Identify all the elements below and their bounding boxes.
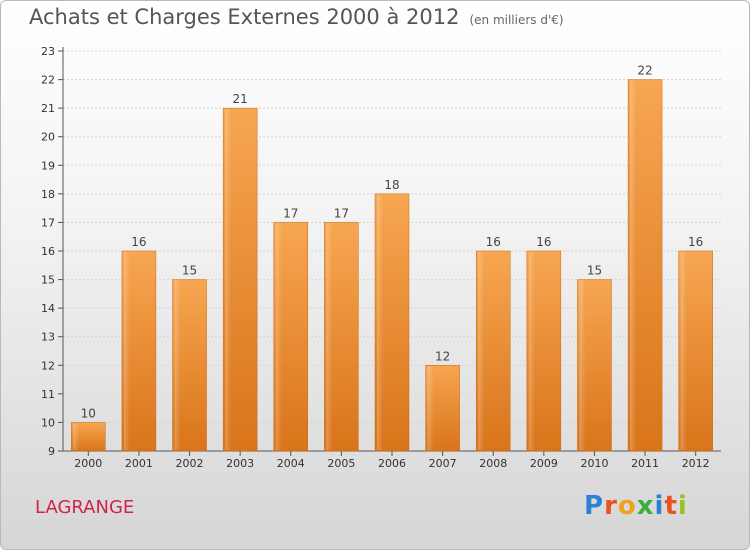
bar-value-label: 17 xyxy=(334,206,349,220)
bar-value-label: 16 xyxy=(688,235,703,249)
x-tick-label: 2005 xyxy=(327,457,355,470)
logo-letter: t xyxy=(664,491,678,521)
bar-highlight xyxy=(427,366,434,450)
x-tick-label: 2002 xyxy=(176,457,204,470)
bar-value-label: 12 xyxy=(435,349,450,363)
bar-value-label: 16 xyxy=(486,235,501,249)
bar-highlight xyxy=(579,280,586,450)
y-tick-label: 18 xyxy=(41,188,55,201)
chart-title: Achats et Charges Externes 2000 à 2012 (e… xyxy=(29,5,564,29)
bar-highlight xyxy=(528,252,535,450)
logo-letter: i xyxy=(654,491,665,521)
y-tick-label: 14 xyxy=(41,302,55,315)
y-tick-label: 15 xyxy=(41,274,55,287)
proxiti-logo: Proxiti xyxy=(584,491,688,521)
x-tick-label: 2006 xyxy=(378,457,406,470)
bar-highlight xyxy=(174,280,181,450)
logo-letter: i xyxy=(677,491,688,521)
y-tick-label: 22 xyxy=(41,74,55,87)
bar-value-label: 16 xyxy=(131,235,146,249)
y-tick-label: 12 xyxy=(41,359,55,372)
bar-highlight xyxy=(478,252,485,450)
chart-subtitle: (en milliers d'€) xyxy=(469,13,564,27)
x-tick-label: 2000 xyxy=(74,457,102,470)
logo-letter: r xyxy=(604,491,618,521)
y-tick-label: 10 xyxy=(41,416,55,429)
bar-value-label: 15 xyxy=(182,264,197,278)
x-tick-label: 2011 xyxy=(631,457,659,470)
bar-highlight xyxy=(680,252,687,450)
x-tick-label: 2003 xyxy=(226,457,254,470)
y-tick-label: 17 xyxy=(41,216,55,229)
y-tick-label: 20 xyxy=(41,131,55,144)
y-tick-label: 16 xyxy=(41,245,55,258)
x-tick-label: 2008 xyxy=(479,457,507,470)
y-tick-label: 9 xyxy=(48,445,55,458)
bar-value-label: 16 xyxy=(536,235,551,249)
bar-value-label: 17 xyxy=(283,206,298,220)
y-tick-label: 11 xyxy=(41,388,55,401)
x-tick-label: 2001 xyxy=(125,457,153,470)
x-tick-label: 2010 xyxy=(580,457,608,470)
y-tick-label: 21 xyxy=(41,102,55,115)
logo-letter: x xyxy=(636,491,655,521)
x-tick-label: 2007 xyxy=(429,457,457,470)
bar-value-label: 21 xyxy=(233,92,248,106)
bar-highlight xyxy=(275,223,282,450)
labels: 9 10 11 12 13 14 15 16 17 18 19 20 21 22 23 10 2000 16 200… xyxy=(41,45,710,470)
bar-value-label: 10 xyxy=(81,406,96,420)
bar-highlight xyxy=(630,80,637,451)
y-tick-label: 19 xyxy=(41,159,55,172)
y-tick-label: 23 xyxy=(41,45,55,58)
y-tick-label: 13 xyxy=(41,331,55,344)
bar-value-label: 15 xyxy=(587,264,602,278)
bars xyxy=(71,79,713,452)
logo-letter: P xyxy=(584,491,605,521)
city-name: LAGRANGE xyxy=(35,497,135,518)
x-tick-label: 2004 xyxy=(277,457,305,470)
x-tick-label: 2012 xyxy=(682,457,710,470)
bar-highlight xyxy=(377,194,383,450)
bar-value-label: 22 xyxy=(637,64,652,78)
bar-highlight xyxy=(326,223,333,450)
title-text: Achats et Charges Externes 2000 à 2012 xyxy=(29,5,460,29)
bar-highlight xyxy=(225,109,232,451)
x-tick-label: 2009 xyxy=(530,457,558,470)
logo-letter: o xyxy=(617,491,637,521)
bar-value-label: 18 xyxy=(384,178,399,192)
bar-highlight xyxy=(73,423,80,450)
bar-highlight xyxy=(123,252,130,450)
